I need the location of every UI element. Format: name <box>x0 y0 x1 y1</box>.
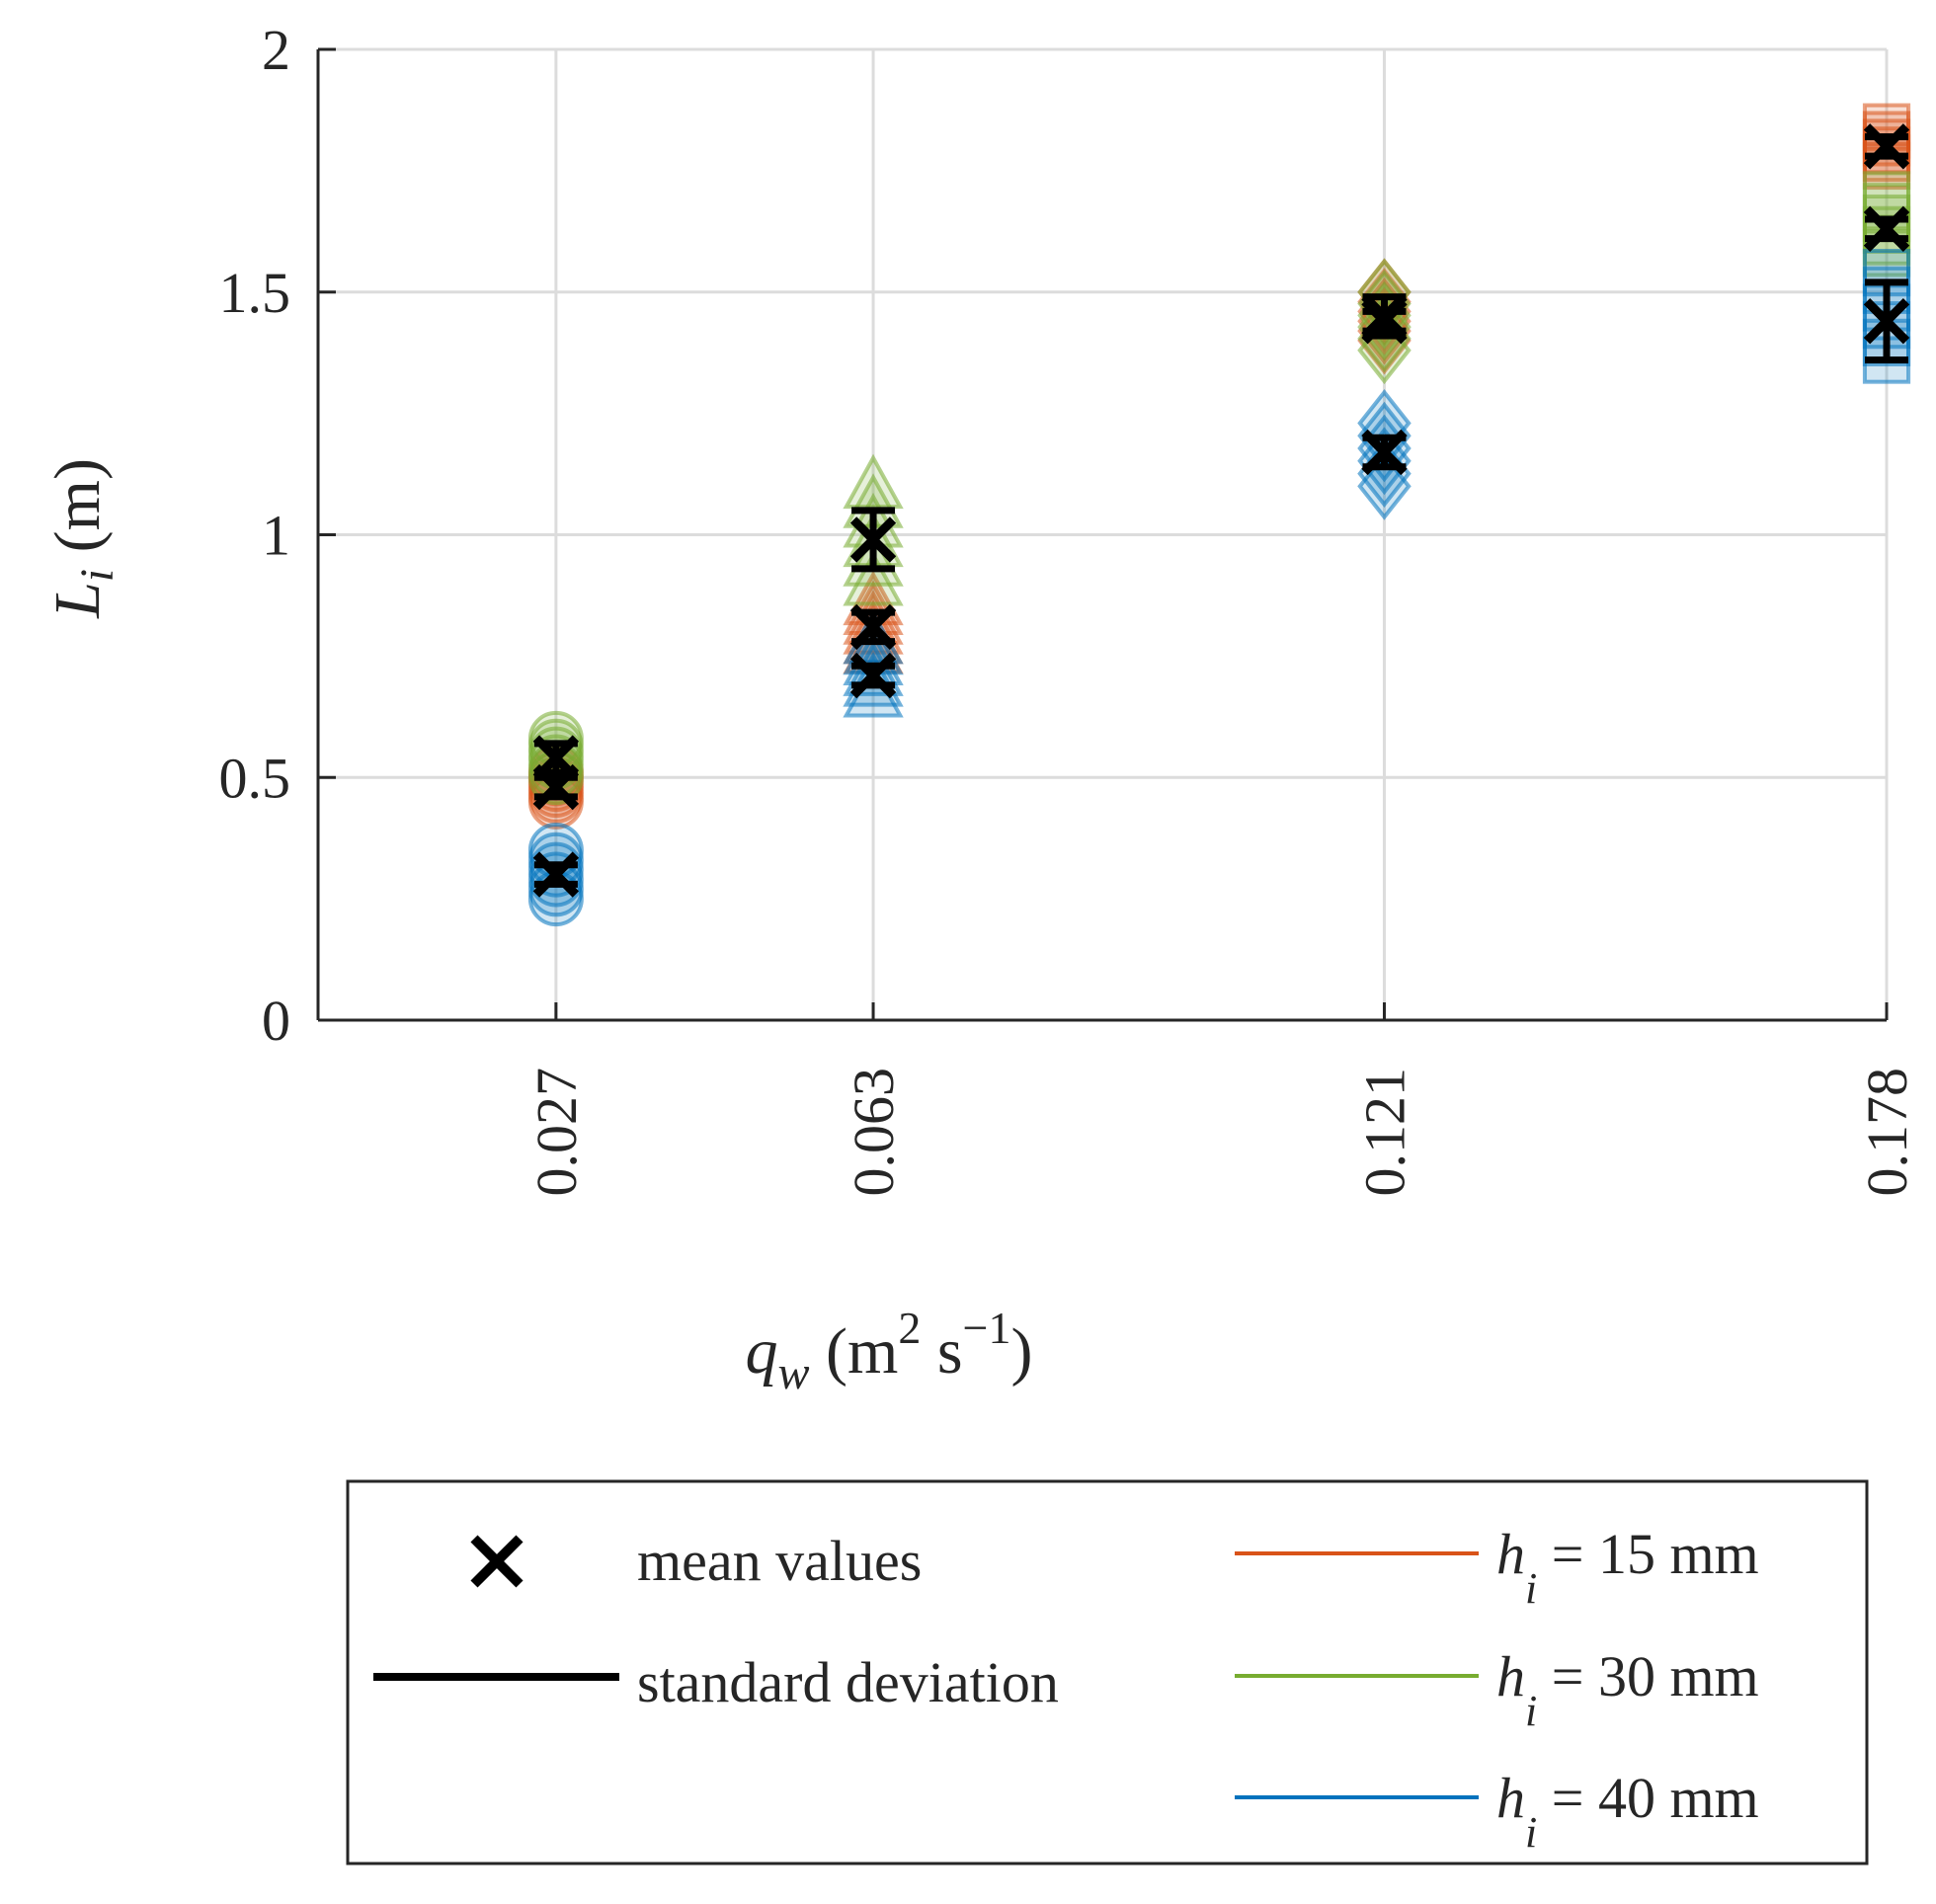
mean-marker-stroke-b <box>1361 429 1408 476</box>
legend-mean-symbol <box>470 1535 524 1588</box>
y-tick-label: 1.5 <box>219 261 291 325</box>
legend-box <box>346 1479 1869 1865</box>
mean-marker-stroke-b <box>849 652 897 699</box>
mean-marker-stroke-b <box>1361 293 1408 340</box>
axes-layer: 0 0.5 1 1.5 2 0.027 0.063 0.121 0.178 <box>219 18 1920 1197</box>
y-tick-label: 2 <box>262 18 290 82</box>
mean-marker-stroke-b <box>532 735 580 781</box>
marker-layer <box>527 103 1911 927</box>
mean-marker-stroke-b <box>849 516 897 563</box>
x-tick-label: 0.178 <box>1855 1068 1919 1197</box>
data-point <box>843 453 904 510</box>
x-axis-title: qw (m2 s−1) <box>746 1303 1033 1399</box>
mean-marker-stroke-b <box>1863 298 1910 345</box>
legend-series-3-label: hi = 40 mm <box>1496 1766 1759 1857</box>
legend-series-2-label: hi = 30 mm <box>1496 1644 1759 1735</box>
mean-marker-stroke-b <box>1863 123 1910 170</box>
data-point <box>843 550 904 606</box>
x-tick-label: 0.027 <box>524 1068 589 1197</box>
legend-sd-label: standard deviation <box>637 1650 1059 1714</box>
mean-marker-stroke-b <box>532 851 580 898</box>
y-axis-title: Li (m) <box>41 458 123 619</box>
mean-marker-stroke-b <box>1863 205 1910 253</box>
x-tick-label: 0.121 <box>1352 1068 1416 1197</box>
x-tick-label: 0.063 <box>842 1068 906 1197</box>
y-tick-label: 1 <box>262 504 290 568</box>
legend-series-1-label: hi = 15 mm <box>1496 1522 1759 1613</box>
legend-mean-label: mean values <box>637 1529 922 1593</box>
mean-marker-stroke-b <box>849 603 897 651</box>
y-tick-label: 0.5 <box>219 746 291 810</box>
y-tick-label: 0 <box>262 989 290 1053</box>
mean-layer <box>532 123 1910 898</box>
legend: mean values standard deviation hi = 15 m… <box>346 1479 1869 1865</box>
data-point <box>1357 451 1412 520</box>
